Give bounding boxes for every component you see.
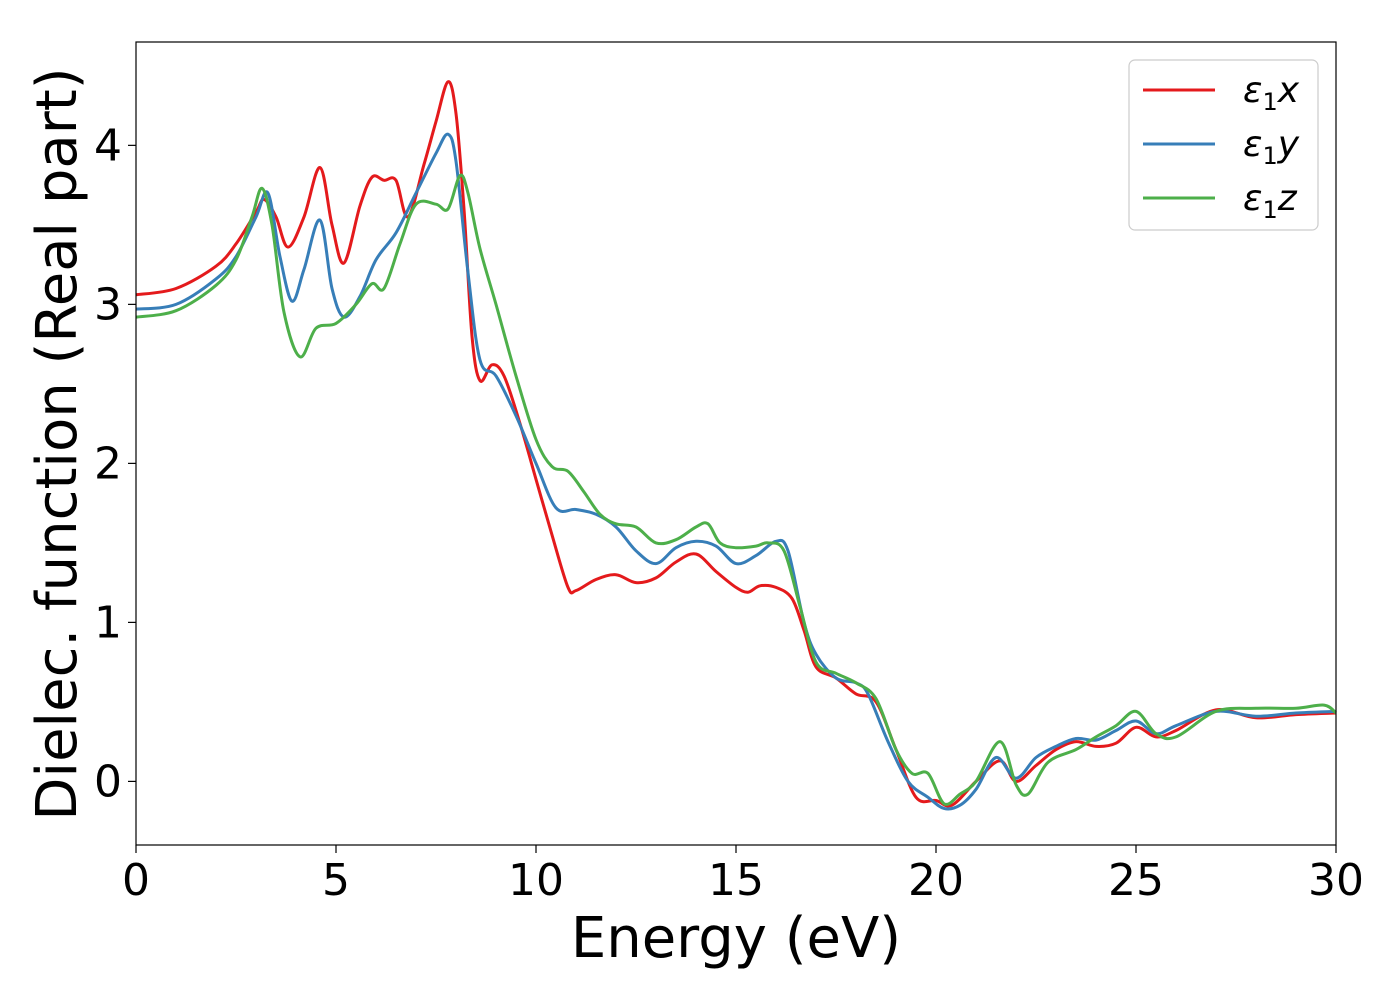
x-tick-label: 20 — [908, 855, 964, 906]
y-tick-label: 4 — [94, 120, 122, 171]
x-tick-label: 30 — [1308, 855, 1364, 906]
x-tick-label: 0 — [122, 855, 150, 906]
y-axis-label: Dielec. function (Real part) — [25, 67, 90, 820]
x-axis: 0 5 10 15 20 25 30 — [122, 845, 1364, 906]
x-tick-label: 25 — [1108, 855, 1164, 906]
legend: ε1x ε1y ε1z — [1128, 59, 1319, 231]
legend-box — [1128, 59, 1319, 231]
y-tick-label: 0 — [94, 756, 122, 807]
legend-label-z: ε1z — [1243, 178, 1298, 224]
y-tick-label: 2 — [94, 438, 122, 489]
x-tick-label: 10 — [508, 855, 564, 906]
x-tick-label: 15 — [708, 855, 764, 906]
y-tick-label: 3 — [94, 279, 122, 330]
y-axis: 0 1 2 3 4 — [94, 120, 136, 807]
series-line-z — [135, 173, 1337, 806]
x-axis-label: Energy (eV) — [571, 906, 901, 971]
x-tick-label: 5 — [322, 855, 350, 906]
series-line-y — [135, 132, 1337, 811]
plot-lines — [135, 80, 1337, 811]
series-line-x — [135, 80, 1337, 808]
y-tick-label: 1 — [94, 597, 122, 648]
legend-label-y: ε1y — [1243, 124, 1300, 170]
legend-label-x: ε1x — [1243, 70, 1300, 116]
